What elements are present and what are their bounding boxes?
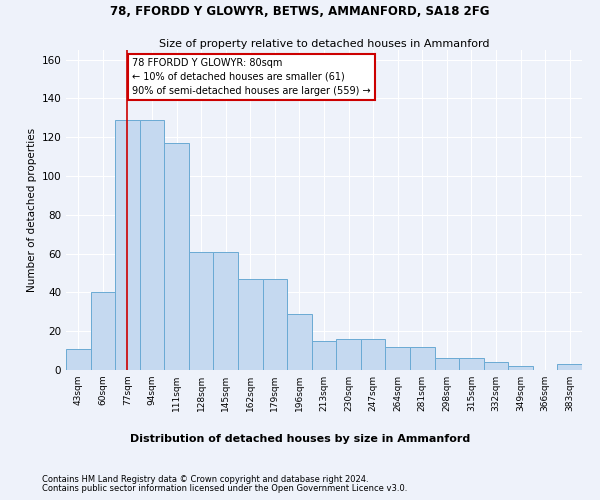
Bar (115, 120, 140, 370)
Bar (140, 120, 164, 370)
Text: 78, FFORDD Y GLOWYR, BETWS, AMMANFORD, SA18 2FG: 78, FFORDD Y GLOWYR, BETWS, AMMANFORD, S… (110, 5, 490, 18)
Bar (263, 279, 287, 370)
Text: 78 FFORDD Y GLOWYR: 80sqm
← 10% of detached houses are smaller (61)
90% of semi-: 78 FFORDD Y GLOWYR: 80sqm ← 10% of detac… (133, 58, 371, 96)
Bar (484, 362, 508, 370)
Text: Contains HM Land Registry data © Crown copyright and database right 2024.: Contains HM Land Registry data © Crown c… (42, 476, 368, 484)
Bar (91, 292, 115, 370)
Bar (238, 279, 263, 370)
Text: Contains public sector information licensed under the Open Government Licence v3: Contains public sector information licen… (42, 484, 407, 493)
Bar (336, 339, 361, 370)
Bar (164, 143, 189, 370)
Bar (557, 364, 582, 370)
Y-axis label: Number of detached properties: Number of detached properties (27, 128, 37, 292)
Bar (66, 348, 91, 370)
Bar (434, 358, 459, 370)
Bar (287, 314, 312, 370)
Bar (410, 346, 434, 370)
Bar (361, 339, 385, 370)
Bar (214, 252, 238, 370)
Text: Distribution of detached houses by size in Ammanford: Distribution of detached houses by size … (130, 434, 470, 444)
Bar (385, 346, 410, 370)
Bar (508, 366, 533, 370)
Bar (189, 252, 214, 370)
Title: Size of property relative to detached houses in Ammanford: Size of property relative to detached ho… (159, 39, 489, 49)
Bar (459, 358, 484, 370)
Bar (312, 341, 336, 370)
